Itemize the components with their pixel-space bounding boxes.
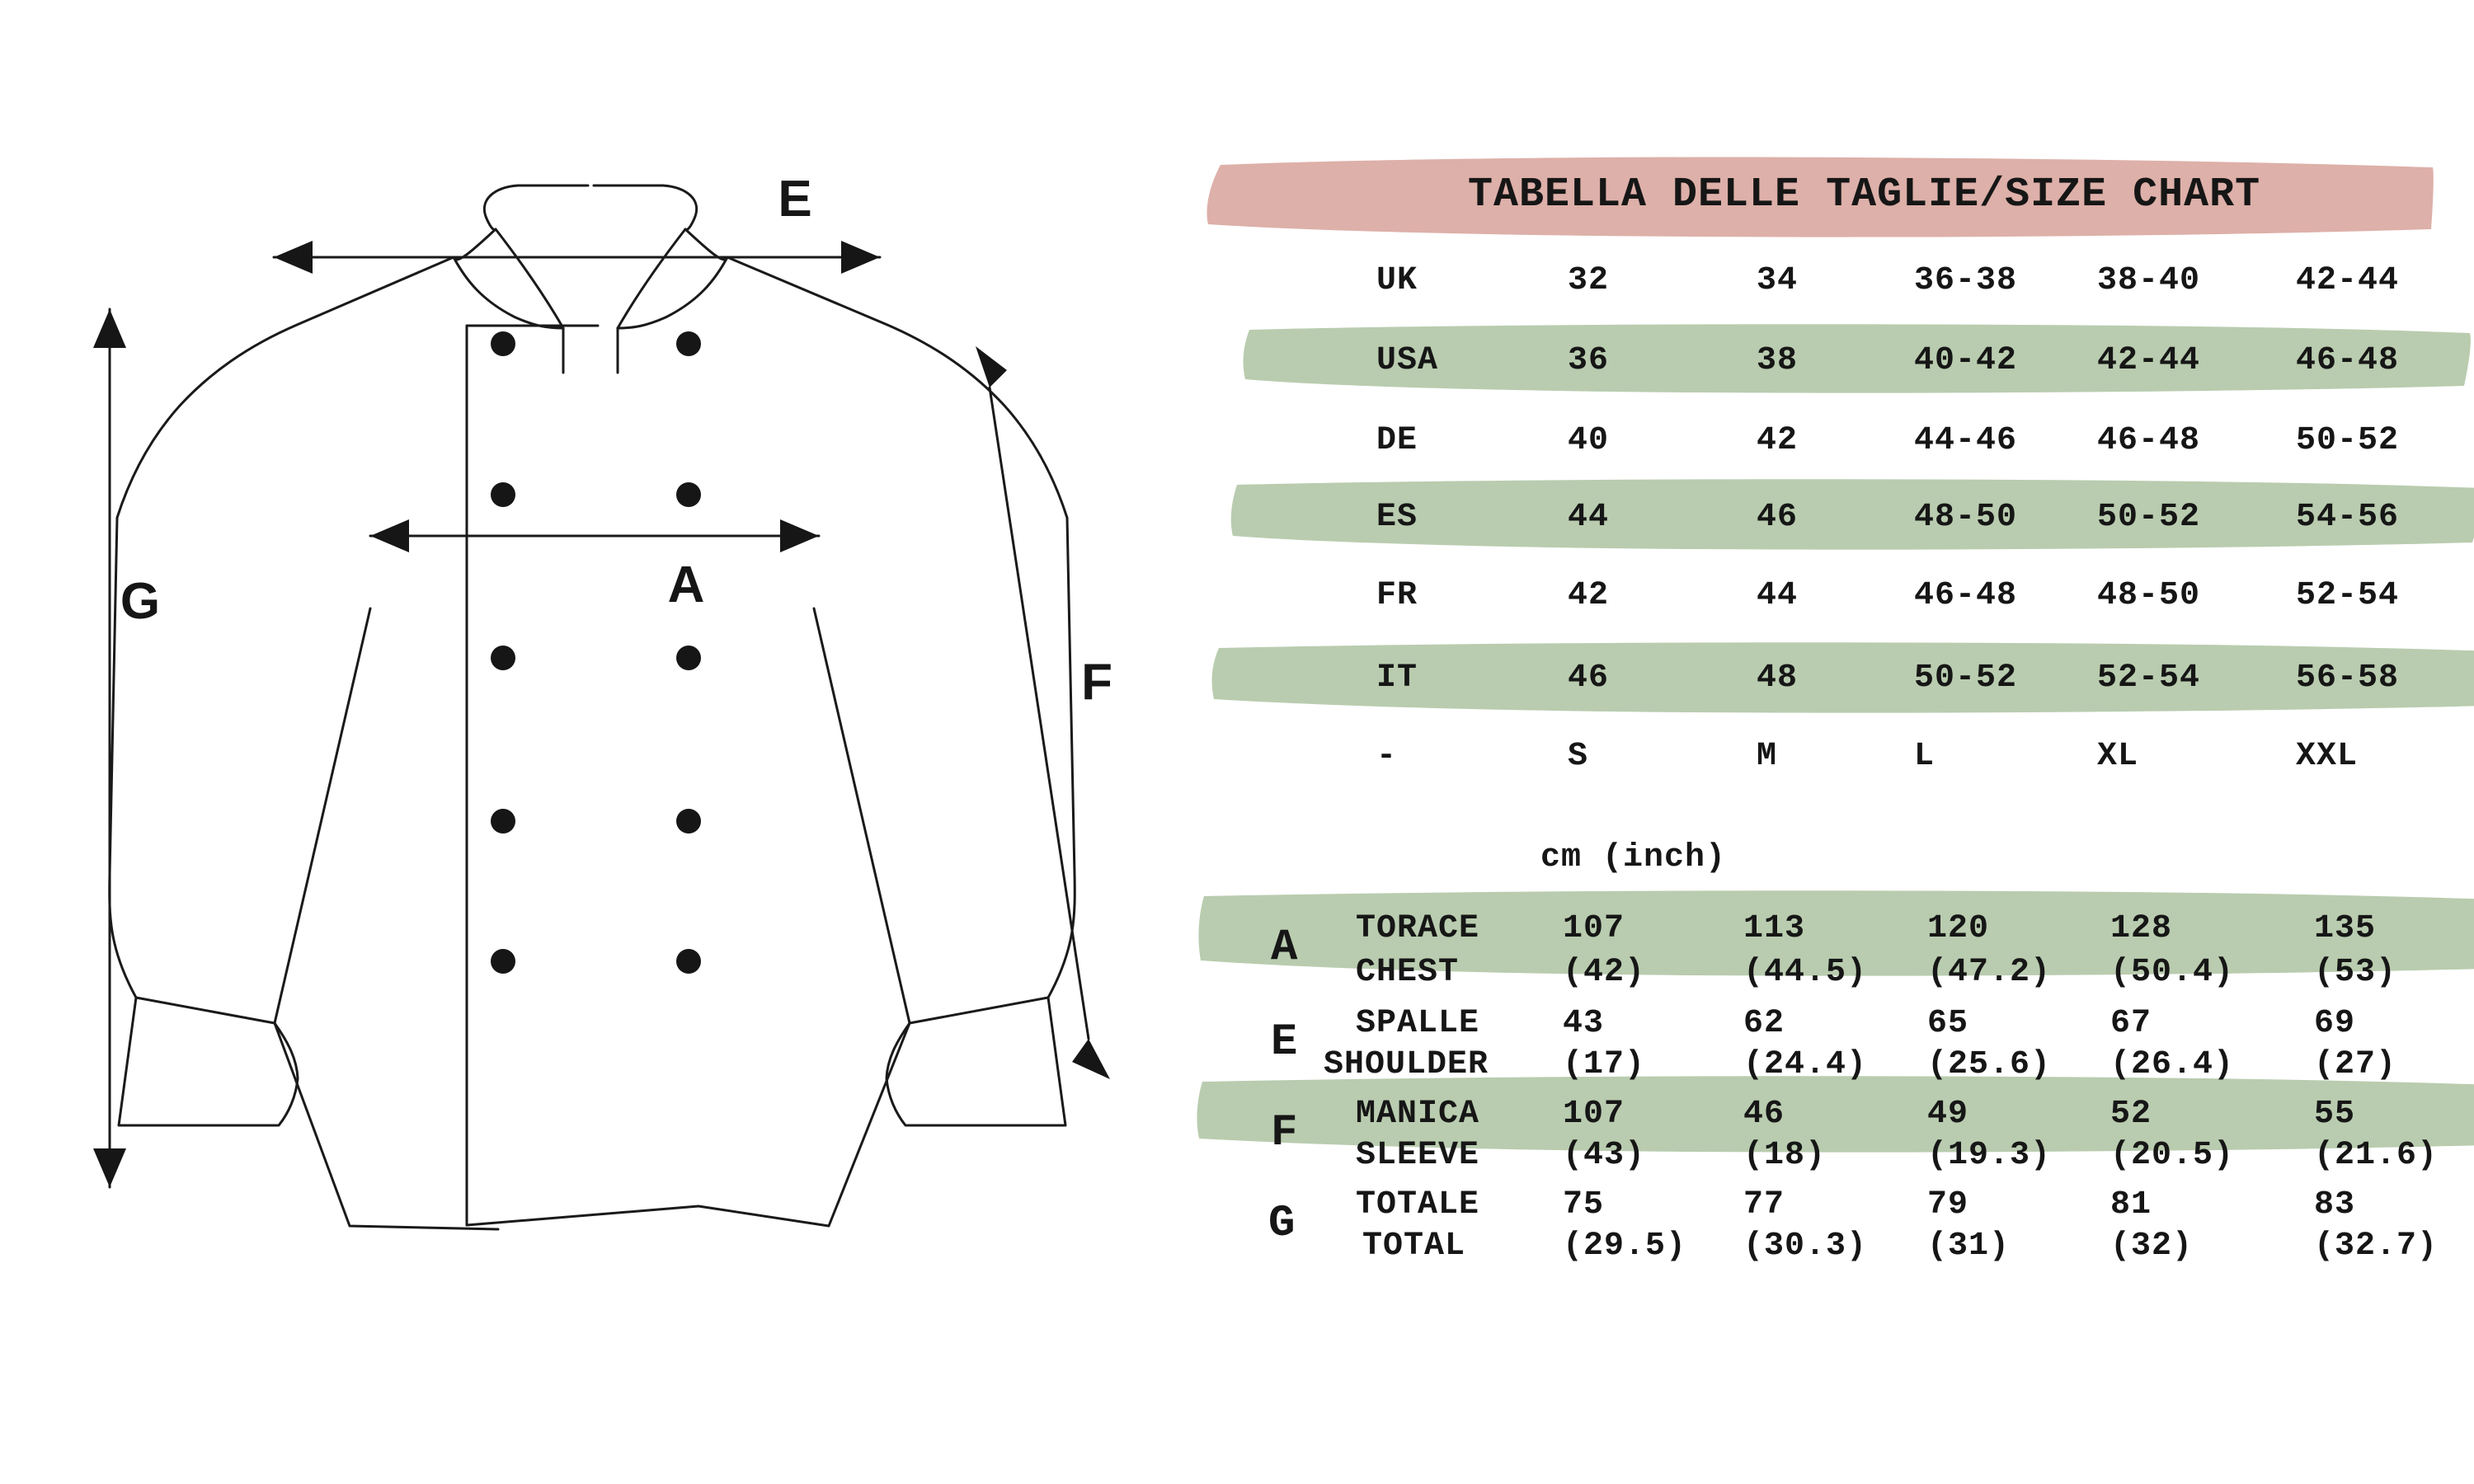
- svg-text:G: G: [120, 573, 160, 630]
- svg-text:E: E: [778, 171, 811, 228]
- svg-text:F: F: [1081, 654, 1112, 711]
- svg-text:A: A: [668, 556, 705, 613]
